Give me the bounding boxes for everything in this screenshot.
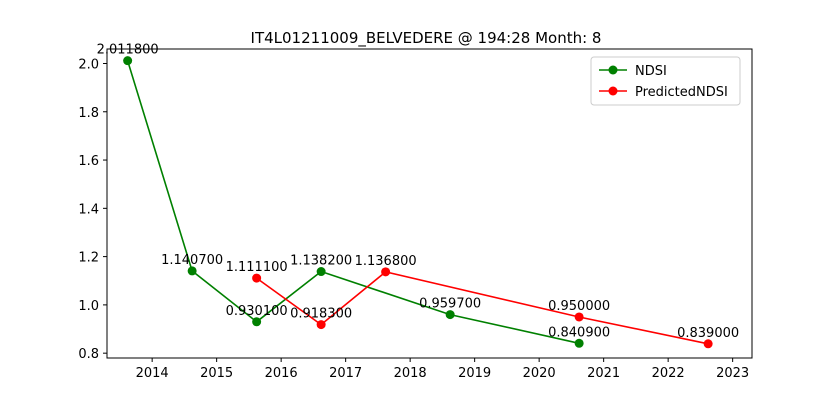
data-point-ndsi <box>316 267 326 277</box>
plot-area <box>106 48 753 359</box>
data-point-predictedndsi <box>574 312 584 322</box>
data-label: 0.959700 <box>419 297 481 312</box>
chart-title: IT4L01211009_BELVEDERE @ 194:28 Month: 8 <box>251 29 602 48</box>
legend-marker <box>608 86 618 96</box>
data-label: 0.950000 <box>548 299 610 314</box>
x-tick-label: 2014 <box>136 366 169 381</box>
data-point-ndsi <box>123 56 133 66</box>
data-point-ndsi <box>574 338 584 348</box>
data-label: 1.140700 <box>161 253 223 268</box>
data-label: 1.138200 <box>290 254 352 269</box>
y-tick-label: 1.8 <box>78 106 99 121</box>
legend-box <box>590 56 741 106</box>
x-tick-label: 2015 <box>200 366 233 381</box>
data-label: 0.918300 <box>290 307 352 322</box>
x-tick-label: 2016 <box>265 366 298 381</box>
legend: NDSI PredictedNDSI <box>590 56 741 106</box>
data-label: 2.011800 <box>97 43 159 58</box>
data-point-predictedndsi <box>316 320 326 330</box>
y-axis: 0.8 1.0 1.2 1.4 1.6 1.8 2.0 <box>78 57 107 362</box>
data-point-predictedndsi <box>252 273 262 283</box>
legend-marker <box>608 65 618 75</box>
y-tick-label: 1.4 <box>78 202 99 217</box>
data-label: 0.840900 <box>548 325 610 340</box>
y-tick-label: 0.8 <box>78 347 99 362</box>
legend-label: PredictedNDSI <box>635 85 728 100</box>
y-tick-label: 2.0 <box>78 57 99 72</box>
x-axis: 2014 2015 2016 2017 2018 2019 2020 2021 2022 2023 <box>136 358 749 381</box>
x-tick-label: 2020 <box>523 366 556 381</box>
y-tick-label: 1.6 <box>78 154 99 169</box>
x-tick-label: 2018 <box>394 366 427 381</box>
x-tick-label: 2023 <box>716 366 749 381</box>
y-tick-label: 1.2 <box>78 251 99 266</box>
x-tick-label: 2017 <box>329 366 362 381</box>
data-point-ndsi <box>187 266 197 276</box>
data-label: 0.930100 <box>226 304 288 319</box>
x-tick-label: 2021 <box>587 366 620 381</box>
x-tick-label: 2022 <box>652 366 685 381</box>
series-line-ndsi <box>126 60 580 345</box>
data-label: 0.839000 <box>677 326 739 341</box>
legend-label: NDSI <box>635 64 667 79</box>
x-tick-label: 2019 <box>458 366 491 381</box>
data-label: 1.136800 <box>355 254 417 269</box>
data-point-predictedndsi <box>381 267 391 277</box>
data-labels: 2.011800 1.140700 0.930100 1.138200 0.959700… <box>97 43 740 341</box>
y-tick-label: 1.0 <box>78 299 99 314</box>
data-label: 1.111100 <box>226 260 288 275</box>
data-point-ndsi <box>252 317 262 327</box>
series-layer <box>123 56 713 349</box>
data-point-predictedndsi <box>703 339 713 349</box>
data-point-ndsi <box>445 310 455 320</box>
